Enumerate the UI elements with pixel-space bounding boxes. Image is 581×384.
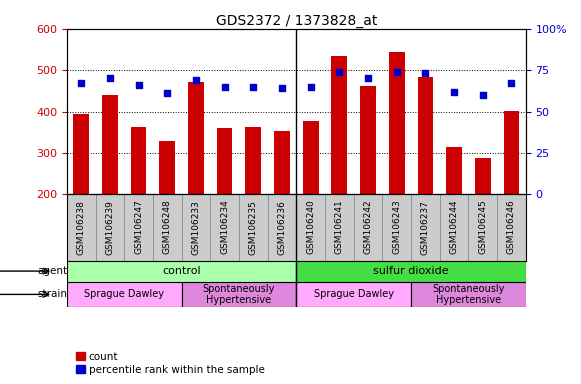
Point	[163, 90, 172, 96]
Point	[306, 84, 315, 90]
Bar	[411, 281, 526, 307]
Bar	[67, 261, 296, 281]
Point	[220, 84, 229, 90]
Text: Sprague Dawley: Sprague Dawley	[84, 290, 164, 300]
Text: GSM106242: GSM106242	[364, 200, 372, 254]
Point	[363, 75, 372, 81]
Bar	[73, 114, 89, 194]
Text: GSM106241: GSM106241	[335, 200, 344, 254]
Bar	[181, 281, 296, 307]
Text: Sprague Dawley: Sprague Dawley	[314, 290, 394, 300]
Point	[134, 82, 143, 88]
Bar	[296, 261, 526, 281]
Text: GSM106240: GSM106240	[306, 200, 315, 254]
Point	[277, 85, 286, 91]
Bar	[475, 158, 491, 194]
Text: control: control	[162, 266, 201, 276]
Text: GSM106235: GSM106235	[249, 200, 258, 255]
Bar	[131, 127, 146, 194]
Bar	[67, 281, 181, 307]
Bar	[389, 51, 404, 194]
Bar	[446, 147, 462, 194]
Text: Spontaneously
Hypertensive: Spontaneously Hypertensive	[432, 284, 505, 305]
Bar	[303, 121, 318, 194]
Text: GSM106237: GSM106237	[421, 200, 430, 255]
Point	[249, 84, 258, 90]
Bar	[102, 95, 118, 194]
Text: Spontaneously
Hypertensive: Spontaneously Hypertensive	[203, 284, 275, 305]
Legend: count, percentile rank within the sample: count, percentile rank within the sample	[72, 348, 269, 379]
Text: sulfur dioxide: sulfur dioxide	[373, 266, 449, 276]
Bar	[274, 131, 290, 194]
Point	[392, 69, 401, 75]
Text: GSM106234: GSM106234	[220, 200, 229, 254]
Text: GSM106233: GSM106233	[191, 200, 200, 255]
Bar	[418, 77, 433, 194]
Text: GSM106247: GSM106247	[134, 200, 143, 254]
Text: GSM106246: GSM106246	[507, 200, 516, 254]
Bar	[188, 82, 204, 194]
Text: agent: agent	[37, 266, 67, 276]
Bar	[331, 56, 347, 194]
Text: GSM106244: GSM106244	[450, 200, 458, 254]
Point	[421, 70, 430, 76]
Bar	[217, 128, 232, 194]
Bar	[296, 281, 411, 307]
Text: strain: strain	[37, 290, 67, 300]
Point	[191, 77, 200, 83]
Text: GSM106238: GSM106238	[77, 200, 85, 255]
Bar	[360, 86, 376, 194]
Bar	[159, 141, 175, 194]
Point	[105, 75, 114, 81]
Bar	[245, 127, 261, 194]
Text: GSM106239: GSM106239	[105, 200, 114, 255]
Title: GDS2372 / 1373828_at: GDS2372 / 1373828_at	[216, 14, 377, 28]
Point	[77, 80, 86, 86]
Text: GSM106236: GSM106236	[278, 200, 286, 255]
Text: GSM106245: GSM106245	[478, 200, 487, 254]
Text: GSM106243: GSM106243	[392, 200, 401, 254]
Point	[335, 69, 344, 75]
Point	[450, 89, 459, 95]
Bar	[504, 111, 519, 194]
Text: GSM106248: GSM106248	[163, 200, 172, 254]
Point	[507, 80, 516, 86]
Point	[478, 92, 487, 98]
